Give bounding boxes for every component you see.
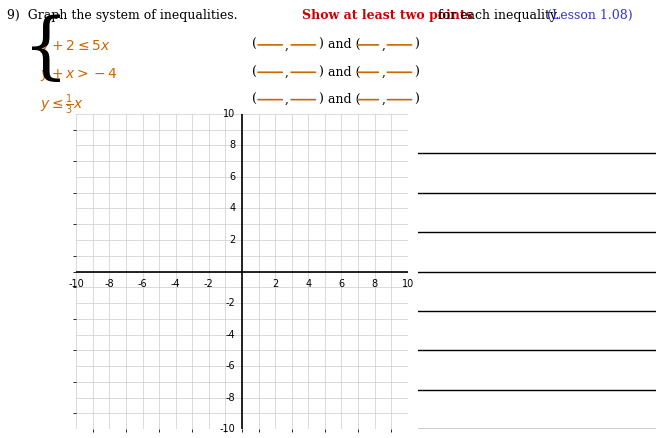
Text: -4: -4 xyxy=(171,279,180,290)
Text: 9)  Graph the system of inequalities.: 9) Graph the system of inequalities. xyxy=(7,9,241,22)
Text: and (: and ( xyxy=(328,66,361,79)
Text: 8: 8 xyxy=(371,279,378,290)
Text: ,: , xyxy=(285,93,289,106)
Text: (Lesson 1.08): (Lesson 1.08) xyxy=(547,9,633,22)
Text: ): ) xyxy=(318,66,323,79)
Text: ): ) xyxy=(414,39,419,51)
Text: -10: -10 xyxy=(219,424,235,434)
Text: -8: -8 xyxy=(105,279,114,290)
Text: $y + 2 \leq 5x$: $y + 2 \leq 5x$ xyxy=(40,39,110,55)
Text: $y + x > -4$: $y + x > -4$ xyxy=(40,66,117,83)
Text: Show at least two points: Show at least two points xyxy=(302,9,472,22)
Text: (: ( xyxy=(252,39,257,51)
Text: ,: , xyxy=(285,66,289,79)
Text: -6: -6 xyxy=(138,279,147,290)
Text: ,: , xyxy=(381,66,385,79)
Text: {: { xyxy=(23,14,69,85)
Text: ): ) xyxy=(414,93,419,106)
Text: 10: 10 xyxy=(223,109,235,119)
Text: ,: , xyxy=(381,39,385,51)
Text: ,: , xyxy=(285,39,289,51)
Text: 8: 8 xyxy=(229,141,235,150)
Text: 10: 10 xyxy=(402,279,414,290)
Text: 4: 4 xyxy=(305,279,312,290)
Text: for each inequality.: for each inequality. xyxy=(434,9,568,22)
Text: -8: -8 xyxy=(225,393,235,403)
Text: ): ) xyxy=(318,93,323,106)
Text: -2: -2 xyxy=(204,279,213,290)
Text: 2: 2 xyxy=(272,279,278,290)
Text: ): ) xyxy=(414,66,419,79)
Text: 2: 2 xyxy=(229,235,235,245)
Text: 6: 6 xyxy=(338,279,345,290)
Text: 4: 4 xyxy=(229,204,235,213)
Text: ): ) xyxy=(318,39,323,51)
Text: (: ( xyxy=(252,93,257,106)
Text: -2: -2 xyxy=(225,298,235,308)
Text: and (: and ( xyxy=(328,39,361,51)
Text: -4: -4 xyxy=(225,330,235,339)
Text: -6: -6 xyxy=(225,361,235,371)
Text: -10: -10 xyxy=(68,279,84,290)
Text: ,: , xyxy=(381,93,385,106)
Text: and (: and ( xyxy=(328,93,361,106)
Text: (: ( xyxy=(252,66,257,79)
Text: $y \leq \frac{1}{3}x$: $y \leq \frac{1}{3}x$ xyxy=(40,93,84,117)
Text: 6: 6 xyxy=(229,172,235,182)
